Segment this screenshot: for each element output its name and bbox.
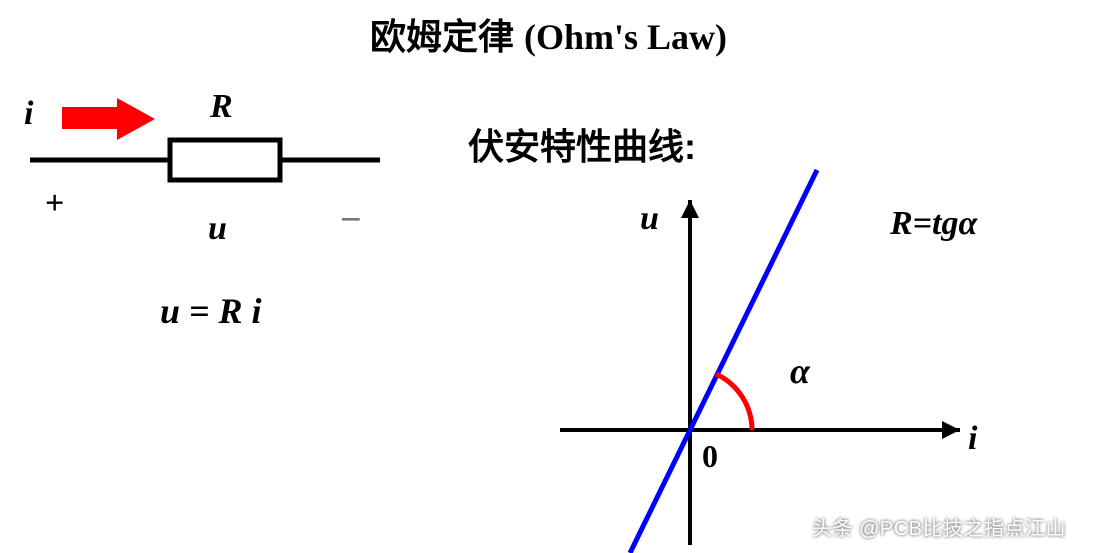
graph-label-i: i [968, 420, 977, 458]
y-axis-arrow-icon [681, 200, 699, 218]
graph-label-origin: 0 [702, 438, 718, 475]
watermark: 头条 @PCB比技之指点江山 [812, 512, 1066, 541]
x-axis-arrow-icon [942, 421, 960, 439]
equation-graph-prefix: R=tg [890, 205, 959, 242]
equation-graph-alpha: α [959, 205, 978, 242]
equation-graph: R=tgα [890, 205, 977, 243]
graph-label-u: u [640, 200, 659, 238]
vi-characteristic-graph [0, 0, 1096, 553]
angle-arc-icon [716, 374, 752, 430]
graph-label-alpha: α [790, 350, 810, 392]
